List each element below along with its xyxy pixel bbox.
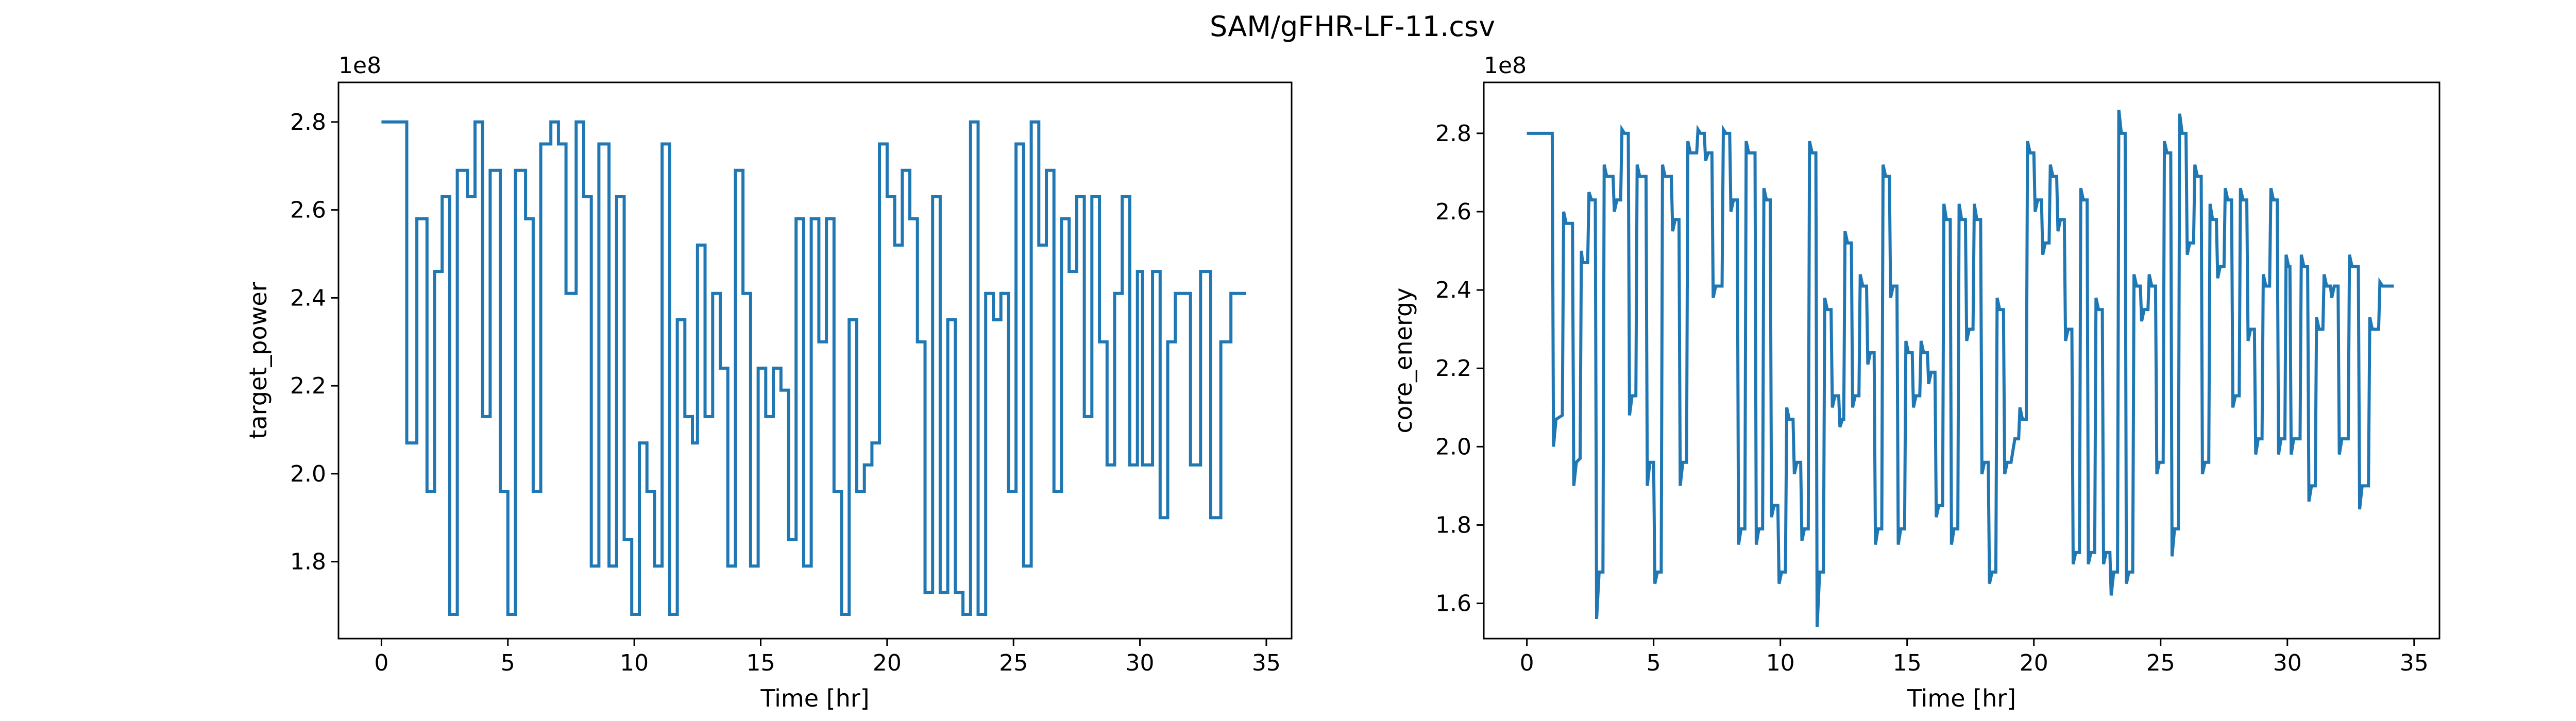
y-offset-label: 1e8 [1484,53,1527,79]
y-offset-label: 1e8 [338,53,381,79]
y-tick-label: 2.2 [1435,355,1471,382]
x-tick-label: 20 [873,650,902,676]
x-tick-label: 15 [1893,650,1922,676]
x-tick-label: 30 [2273,650,2302,676]
y-tick-label: 2.0 [290,461,326,487]
x-tick-label: 25 [2146,650,2175,676]
subplot-core-energy: 0 5 10 15 20 25 30 35 1.6 1.8 2.0 2.2 2.4 2.6 2.8 Time … [1389,53,2441,712]
y-tick-label: 2.4 [1435,277,1471,303]
y-tick-label: 2.6 [290,197,326,224]
plot-frame [337,81,1293,640]
y-tick-label: 2.6 [1435,199,1471,225]
x-tick-label: 0 [374,650,388,676]
x-tick-label: 20 [2020,650,2048,676]
y-tick-label: 1.8 [290,549,326,575]
y-tick-label: 2.2 [290,373,326,399]
x-tick-label: 10 [620,650,649,676]
y-tick-label: 2.8 [290,109,326,135]
y-tick-label: 2.8 [1435,121,1471,147]
figure-title: SAM/gFHR-LF-11.csv [1210,10,1495,43]
x-tick-label: 35 [2400,650,2429,676]
y-axis-label: target_power [244,282,272,439]
series-line [1527,109,2394,627]
x-tick-label: 5 [501,650,515,676]
x-tick-label: 5 [1647,650,1661,676]
x-tick-label: 25 [999,650,1028,676]
y-tick-label: 1.8 [1435,512,1471,538]
x-tick-label: 0 [1520,650,1534,676]
x-axis-label: Time [hr] [1907,684,2016,712]
subplot-target-power: 0 5 10 15 20 25 30 35 1.8 2.0 2.2 2.4 2.6 2.8 Time [hr… [244,53,1293,712]
x-tick-label: 15 [746,650,775,676]
y-tick-label: 2.0 [1435,434,1471,460]
x-tick-label: 10 [1766,650,1795,676]
series-line [381,120,1246,616]
y-tick-label: 2.4 [290,285,326,311]
y-tick-label: 1.6 [1435,591,1471,617]
x-axis-label: Time [hr] [760,684,869,712]
x-tick-label: 35 [1252,650,1281,676]
y-axis-label: core_energy [1389,288,1417,434]
plot-frame [1483,81,2441,640]
x-tick-label: 30 [1126,650,1155,676]
